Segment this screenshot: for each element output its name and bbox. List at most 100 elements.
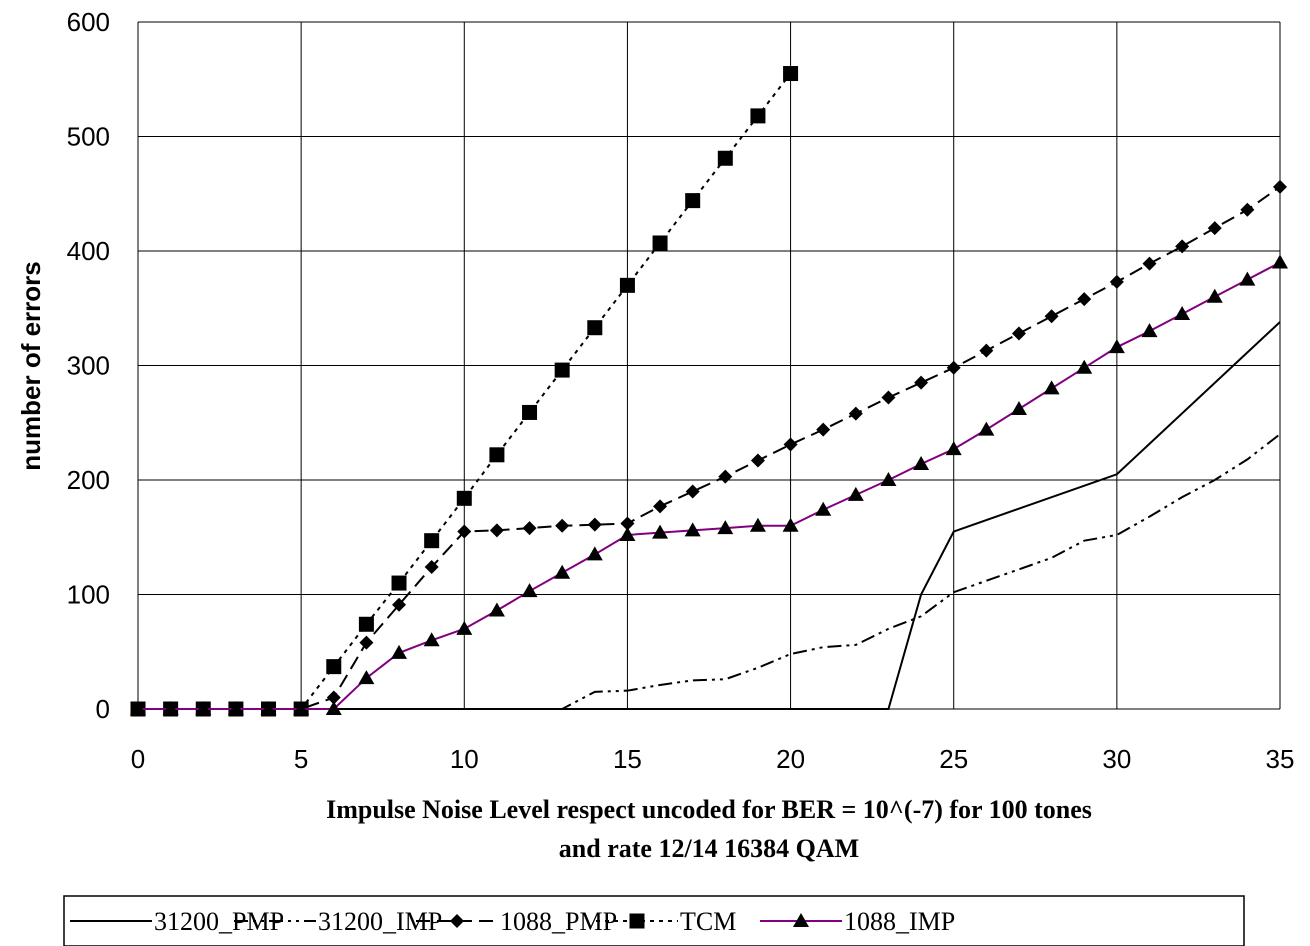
data-point-diamond: [816, 422, 831, 437]
data-point-diamond: [685, 484, 700, 499]
legend: 31200_PMP 31200_IMP 1088_PMP TCM 1088_IMP: [63, 895, 1245, 946]
data-point-triangle: [554, 564, 571, 579]
y-tick-label: 200: [67, 465, 110, 495]
y-axis-label: number of errors: [16, 261, 46, 471]
data-point-triangle: [945, 441, 962, 456]
data-point-diamond: [522, 521, 537, 536]
y-tick-label: 400: [67, 236, 110, 266]
data-point-diamond: [587, 517, 602, 532]
y-axis-ticks: 0 100 200 300 400 500 600: [67, 7, 110, 724]
x-tick-label: 5: [294, 744, 308, 774]
data-point-triangle: [1108, 339, 1125, 354]
data-point-triangle: [586, 546, 603, 561]
data-point-diamond: [979, 343, 994, 358]
data-point-diamond: [653, 499, 668, 514]
data-point-square: [554, 362, 570, 378]
data-point-triangle: [1043, 380, 1060, 395]
series-line-1088_PMP: [138, 186, 1281, 710]
legend-marker-triangle: [793, 913, 809, 927]
data-point-triangle: [162, 701, 179, 715]
data-point-triangle: [423, 632, 440, 647]
data-point-square: [750, 108, 766, 124]
data-point-diamond: [1240, 202, 1255, 217]
data-point-diamond: [489, 523, 504, 538]
data-point-diamond: [424, 560, 439, 575]
data-point-triangle: [1206, 288, 1223, 303]
legend-item-1088_IMP: 1088_IMP: [760, 907, 955, 936]
series-group: [130, 66, 1288, 717]
data-point-diamond: [620, 516, 635, 531]
series-1088_IMP: [130, 254, 1288, 715]
data-point-diamond: [783, 437, 798, 452]
data-point-triangle: [293, 701, 310, 715]
legend-marker-square: [629, 913, 645, 929]
data-point-diamond: [1273, 179, 1287, 194]
data-point-triangle: [130, 701, 146, 715]
legend-label: 1088_IMP: [844, 907, 955, 936]
data-point-triangle: [684, 522, 701, 537]
data-point-diamond: [718, 469, 733, 484]
data-point-diamond: [555, 518, 570, 533]
data-point-square: [587, 320, 603, 336]
x-tick-label: 15: [613, 744, 642, 774]
series-31200_IMP: [138, 433, 1281, 710]
data-point-triangle: [358, 670, 375, 685]
data-point-square: [619, 277, 635, 293]
data-point-square: [424, 533, 440, 549]
data-point-diamond: [1109, 274, 1124, 289]
series-line-1088_IMP: [138, 261, 1281, 710]
data-point-diamond: [1044, 309, 1059, 324]
data-point-triangle: [260, 701, 277, 715]
data-point-square: [685, 193, 701, 209]
data-point-diamond: [392, 597, 407, 612]
y-tick-label: 100: [67, 580, 110, 610]
data-point-triangle: [619, 526, 636, 541]
data-point-triangle: [847, 486, 864, 501]
data-point-triangle: [1141, 323, 1158, 338]
x-tick-label: 10: [450, 744, 479, 774]
data-point-square: [326, 659, 342, 675]
x-axis-label-line-1: Impulse Noise Level respect uncoded for …: [326, 795, 1092, 824]
y-tick-label: 500: [67, 122, 110, 152]
data-point-square: [456, 490, 472, 506]
legend-label: TCM: [680, 907, 736, 936]
series-31200_PMP: [138, 321, 1281, 710]
data-point-triangle: [1174, 305, 1191, 320]
x-tick-label: 0: [131, 744, 145, 774]
data-point-triangle: [913, 455, 930, 470]
data-point-square: [522, 404, 538, 420]
x-tick-label: 25: [939, 744, 968, 774]
data-point-triangle: [1010, 401, 1027, 416]
data-point-diamond: [881, 390, 896, 405]
data-point-triangle: [1239, 271, 1256, 286]
data-point-triangle: [227, 701, 244, 715]
data-point-triangle: [521, 583, 538, 598]
legend-item-31200_IMP: 31200_IMP: [234, 907, 442, 936]
data-point-diamond: [1011, 326, 1026, 341]
data-point-triangle: [1076, 359, 1093, 374]
x-axis-label-line-2: and rate 12/14 16384 QAM: [559, 834, 859, 863]
data-point-diamond: [457, 524, 472, 539]
data-point-diamond: [750, 453, 765, 468]
x-axis-ticks: 0 5 10 15 20 25 30 35: [131, 744, 1295, 774]
data-point-square: [783, 66, 799, 82]
data-point-diamond: [914, 375, 929, 390]
data-point-square: [391, 575, 407, 591]
data-point-diamond: [1077, 292, 1092, 307]
data-point-triangle: [195, 701, 212, 715]
data-point-diamond: [359, 635, 374, 650]
data-point-diamond: [1175, 239, 1190, 254]
data-point-square: [652, 235, 668, 251]
data-point-square: [489, 447, 505, 463]
data-point-triangle: [978, 421, 995, 436]
data-point-triangle: [749, 517, 766, 532]
data-point-diamond: [848, 406, 863, 421]
y-tick-label: 300: [67, 351, 110, 381]
data-point-triangle: [1272, 254, 1288, 269]
y-tick-label: 600: [67, 7, 110, 37]
y-tick-label: 0: [96, 694, 110, 724]
series-line-31200_PMP: [138, 321, 1281, 710]
legend-marker-diamond: [450, 914, 464, 928]
data-point-diamond: [326, 690, 341, 705]
